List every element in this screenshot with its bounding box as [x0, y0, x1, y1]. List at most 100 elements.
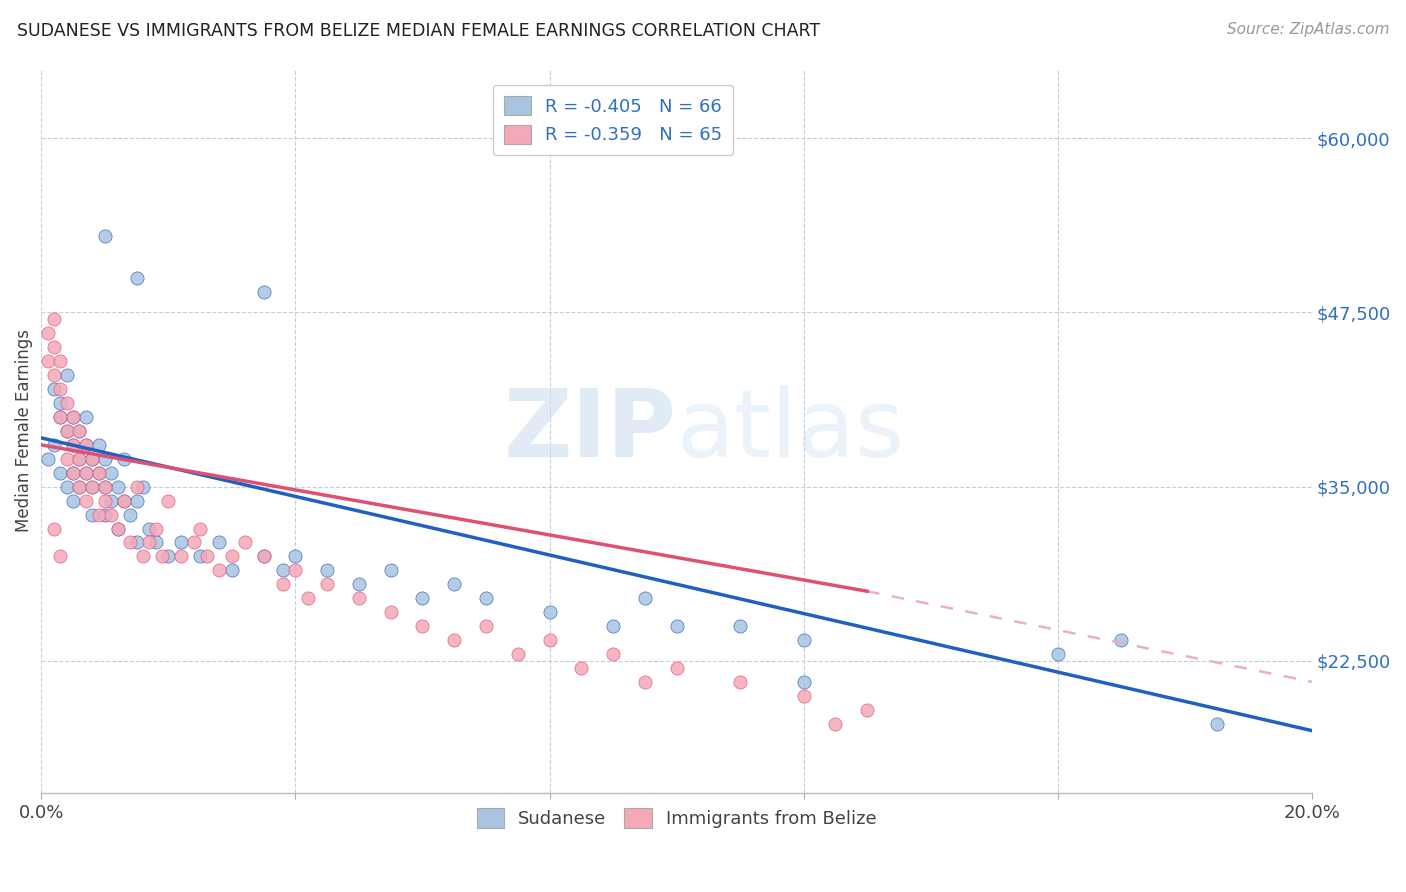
Point — [49, 409, 72, 424]
Point — [316, 563, 339, 577]
Point — [475, 619, 498, 633]
Point — [347, 591, 370, 606]
Point — [125, 535, 148, 549]
Point — [475, 591, 498, 606]
Point — [665, 661, 688, 675]
Y-axis label: Median Female Earnings: Median Female Earnings — [15, 329, 32, 533]
Point — [824, 716, 846, 731]
Point — [297, 591, 319, 606]
Point — [100, 493, 122, 508]
Point — [728, 619, 751, 633]
Point — [100, 508, 122, 522]
Point — [75, 438, 97, 452]
Point — [634, 591, 657, 606]
Point — [602, 619, 624, 633]
Point — [125, 480, 148, 494]
Point — [132, 549, 155, 564]
Point — [233, 535, 256, 549]
Point — [69, 480, 91, 494]
Point — [120, 535, 142, 549]
Text: ZIP: ZIP — [503, 385, 676, 477]
Point — [188, 549, 211, 564]
Point — [55, 480, 77, 494]
Legend: Sudanese, Immigrants from Belize: Sudanese, Immigrants from Belize — [470, 801, 884, 835]
Text: Source: ZipAtlas.com: Source: ZipAtlas.com — [1226, 22, 1389, 37]
Point — [62, 438, 84, 452]
Point — [120, 508, 142, 522]
Point — [411, 591, 433, 606]
Point — [125, 270, 148, 285]
Point — [42, 368, 65, 383]
Point — [37, 326, 59, 341]
Point — [195, 549, 218, 564]
Point — [42, 340, 65, 354]
Point — [107, 480, 129, 494]
Point — [42, 382, 65, 396]
Point — [793, 674, 815, 689]
Point — [1205, 716, 1227, 731]
Point — [170, 549, 193, 564]
Point — [69, 424, 91, 438]
Point — [75, 466, 97, 480]
Point — [75, 493, 97, 508]
Point — [55, 368, 77, 383]
Point — [69, 424, 91, 438]
Point — [94, 480, 117, 494]
Point — [208, 535, 231, 549]
Point — [75, 438, 97, 452]
Point — [69, 451, 91, 466]
Point — [728, 674, 751, 689]
Point — [793, 633, 815, 648]
Point — [443, 633, 465, 648]
Point — [253, 549, 276, 564]
Point — [634, 674, 657, 689]
Point — [37, 354, 59, 368]
Point — [1111, 633, 1133, 648]
Point — [208, 563, 231, 577]
Point — [145, 521, 167, 535]
Point — [82, 451, 104, 466]
Point — [112, 451, 135, 466]
Point — [94, 228, 117, 243]
Point — [37, 451, 59, 466]
Point — [271, 577, 294, 591]
Point — [94, 508, 117, 522]
Point — [284, 563, 307, 577]
Point — [253, 549, 276, 564]
Point — [665, 619, 688, 633]
Point — [49, 382, 72, 396]
Point — [856, 703, 879, 717]
Point — [411, 619, 433, 633]
Point — [82, 480, 104, 494]
Point — [87, 508, 110, 522]
Point — [602, 647, 624, 661]
Point — [221, 563, 243, 577]
Point — [62, 493, 84, 508]
Point — [69, 451, 91, 466]
Point — [75, 409, 97, 424]
Point — [82, 480, 104, 494]
Point — [49, 396, 72, 410]
Point — [49, 549, 72, 564]
Point — [55, 451, 77, 466]
Point — [62, 466, 84, 480]
Point — [380, 605, 402, 619]
Point — [82, 508, 104, 522]
Point — [82, 451, 104, 466]
Point — [183, 535, 205, 549]
Point — [1046, 647, 1069, 661]
Point — [94, 480, 117, 494]
Point — [87, 438, 110, 452]
Point — [538, 633, 561, 648]
Point — [107, 521, 129, 535]
Point — [55, 424, 77, 438]
Point — [62, 466, 84, 480]
Point — [150, 549, 173, 564]
Point — [538, 605, 561, 619]
Point — [793, 689, 815, 703]
Point — [87, 466, 110, 480]
Point — [347, 577, 370, 591]
Point — [443, 577, 465, 591]
Point — [49, 354, 72, 368]
Text: SUDANESE VS IMMIGRANTS FROM BELIZE MEDIAN FEMALE EARNINGS CORRELATION CHART: SUDANESE VS IMMIGRANTS FROM BELIZE MEDIA… — [17, 22, 820, 40]
